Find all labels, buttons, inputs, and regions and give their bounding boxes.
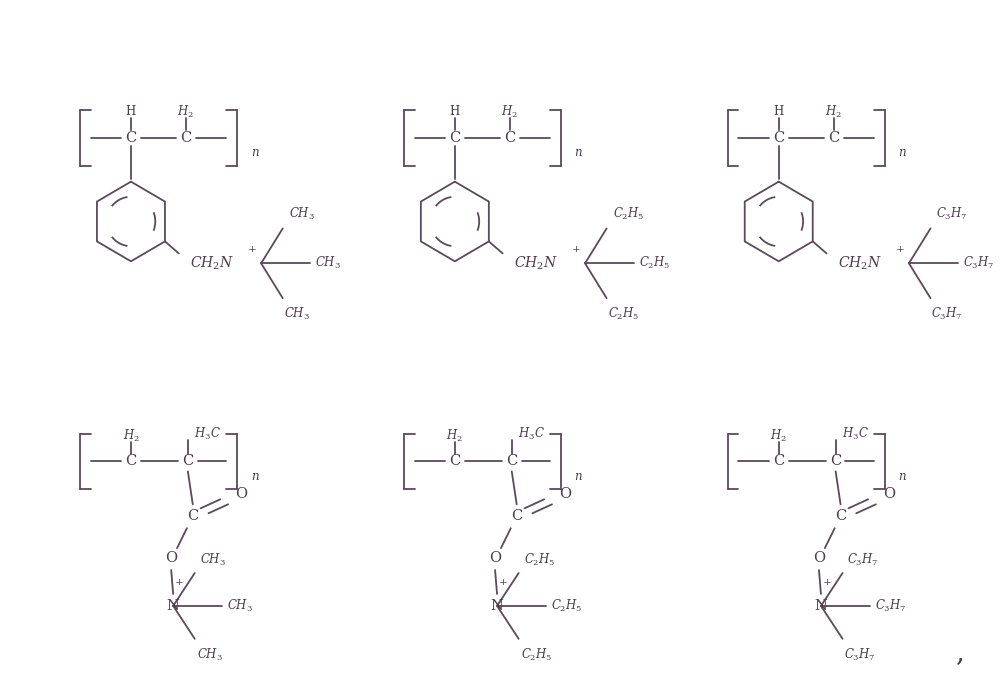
Text: C: C: [125, 454, 137, 469]
Text: $C_3H_7$: $C_3H_7$: [936, 206, 968, 223]
Text: H: H: [126, 105, 136, 118]
Text: +: +: [822, 579, 831, 587]
Text: O: O: [883, 488, 895, 501]
Text: +: +: [572, 245, 581, 254]
Text: n: n: [575, 470, 582, 483]
Text: $C_3H_7$: $C_3H_7$: [844, 646, 876, 663]
Text: O: O: [165, 551, 177, 565]
Text: C: C: [449, 131, 460, 145]
Text: $H_2$: $H_2$: [825, 104, 842, 120]
Text: O: O: [813, 551, 825, 565]
Text: O: O: [235, 488, 247, 501]
Text: C: C: [504, 131, 515, 145]
Text: $CH_3$: $CH_3$: [284, 306, 310, 323]
Text: $C_3H_7$: $C_3H_7$: [875, 598, 906, 614]
Text: C: C: [773, 131, 784, 145]
Text: $H_2$: $H_2$: [501, 104, 518, 120]
Text: $C_3H_7$: $C_3H_7$: [931, 306, 963, 323]
Text: H: H: [450, 105, 460, 118]
Text: $H_2$: $H_2$: [177, 104, 194, 120]
Text: $CH_3$: $CH_3$: [197, 646, 223, 663]
Text: C: C: [506, 454, 517, 469]
Text: H: H: [774, 105, 784, 118]
Text: $C_2H_5$: $C_2H_5$: [639, 255, 670, 272]
Text: $H_2$: $H_2$: [770, 428, 787, 443]
Text: C: C: [835, 509, 846, 524]
Text: $CH_2N$: $CH_2N$: [838, 255, 882, 272]
Text: n: n: [251, 146, 258, 160]
Text: $H_3C$: $H_3C$: [194, 426, 221, 441]
Text: $CH_2N$: $CH_2N$: [190, 255, 234, 272]
Text: ,: ,: [956, 639, 965, 665]
Text: $CH_3$: $CH_3$: [289, 206, 315, 223]
Text: $H_2$: $H_2$: [123, 428, 139, 443]
Text: n: n: [898, 146, 906, 160]
Text: $H_3C$: $H_3C$: [518, 426, 544, 441]
Text: $C_2H_5$: $C_2H_5$: [521, 646, 552, 663]
Text: +: +: [175, 579, 183, 587]
Text: C: C: [180, 131, 192, 145]
Text: C: C: [830, 454, 841, 469]
Text: $CH_3$: $CH_3$: [200, 552, 226, 568]
Text: $CH_3$: $CH_3$: [315, 255, 341, 272]
Text: $C_2H_5$: $C_2H_5$: [524, 552, 555, 568]
Text: $C_2H_5$: $C_2H_5$: [551, 598, 582, 614]
Text: O: O: [559, 488, 571, 501]
Text: C: C: [125, 131, 137, 145]
Text: $CH_3$: $CH_3$: [227, 598, 253, 614]
Text: C: C: [182, 454, 193, 469]
Text: +: +: [896, 245, 904, 254]
Text: n: n: [251, 470, 258, 483]
Text: N: N: [167, 599, 180, 613]
Text: C: C: [187, 509, 198, 524]
Text: n: n: [898, 470, 906, 483]
Text: $C_3H_7$: $C_3H_7$: [847, 552, 879, 568]
Text: O: O: [489, 551, 501, 565]
Text: C: C: [773, 454, 784, 469]
Text: n: n: [575, 146, 582, 160]
Text: C: C: [449, 454, 460, 469]
Text: $C_2H_5$: $C_2H_5$: [613, 206, 644, 223]
Text: C: C: [511, 509, 522, 524]
Text: +: +: [248, 245, 257, 254]
Text: $H_2$: $H_2$: [446, 428, 463, 443]
Text: N: N: [491, 599, 503, 613]
Text: $CH_2N$: $CH_2N$: [514, 255, 558, 272]
Text: N: N: [814, 599, 827, 613]
Text: C: C: [828, 131, 839, 145]
Text: $H_3C$: $H_3C$: [842, 426, 868, 441]
Text: $C_3H_7$: $C_3H_7$: [963, 255, 994, 272]
Text: $C_2H_5$: $C_2H_5$: [608, 306, 639, 323]
Text: +: +: [499, 579, 507, 587]
